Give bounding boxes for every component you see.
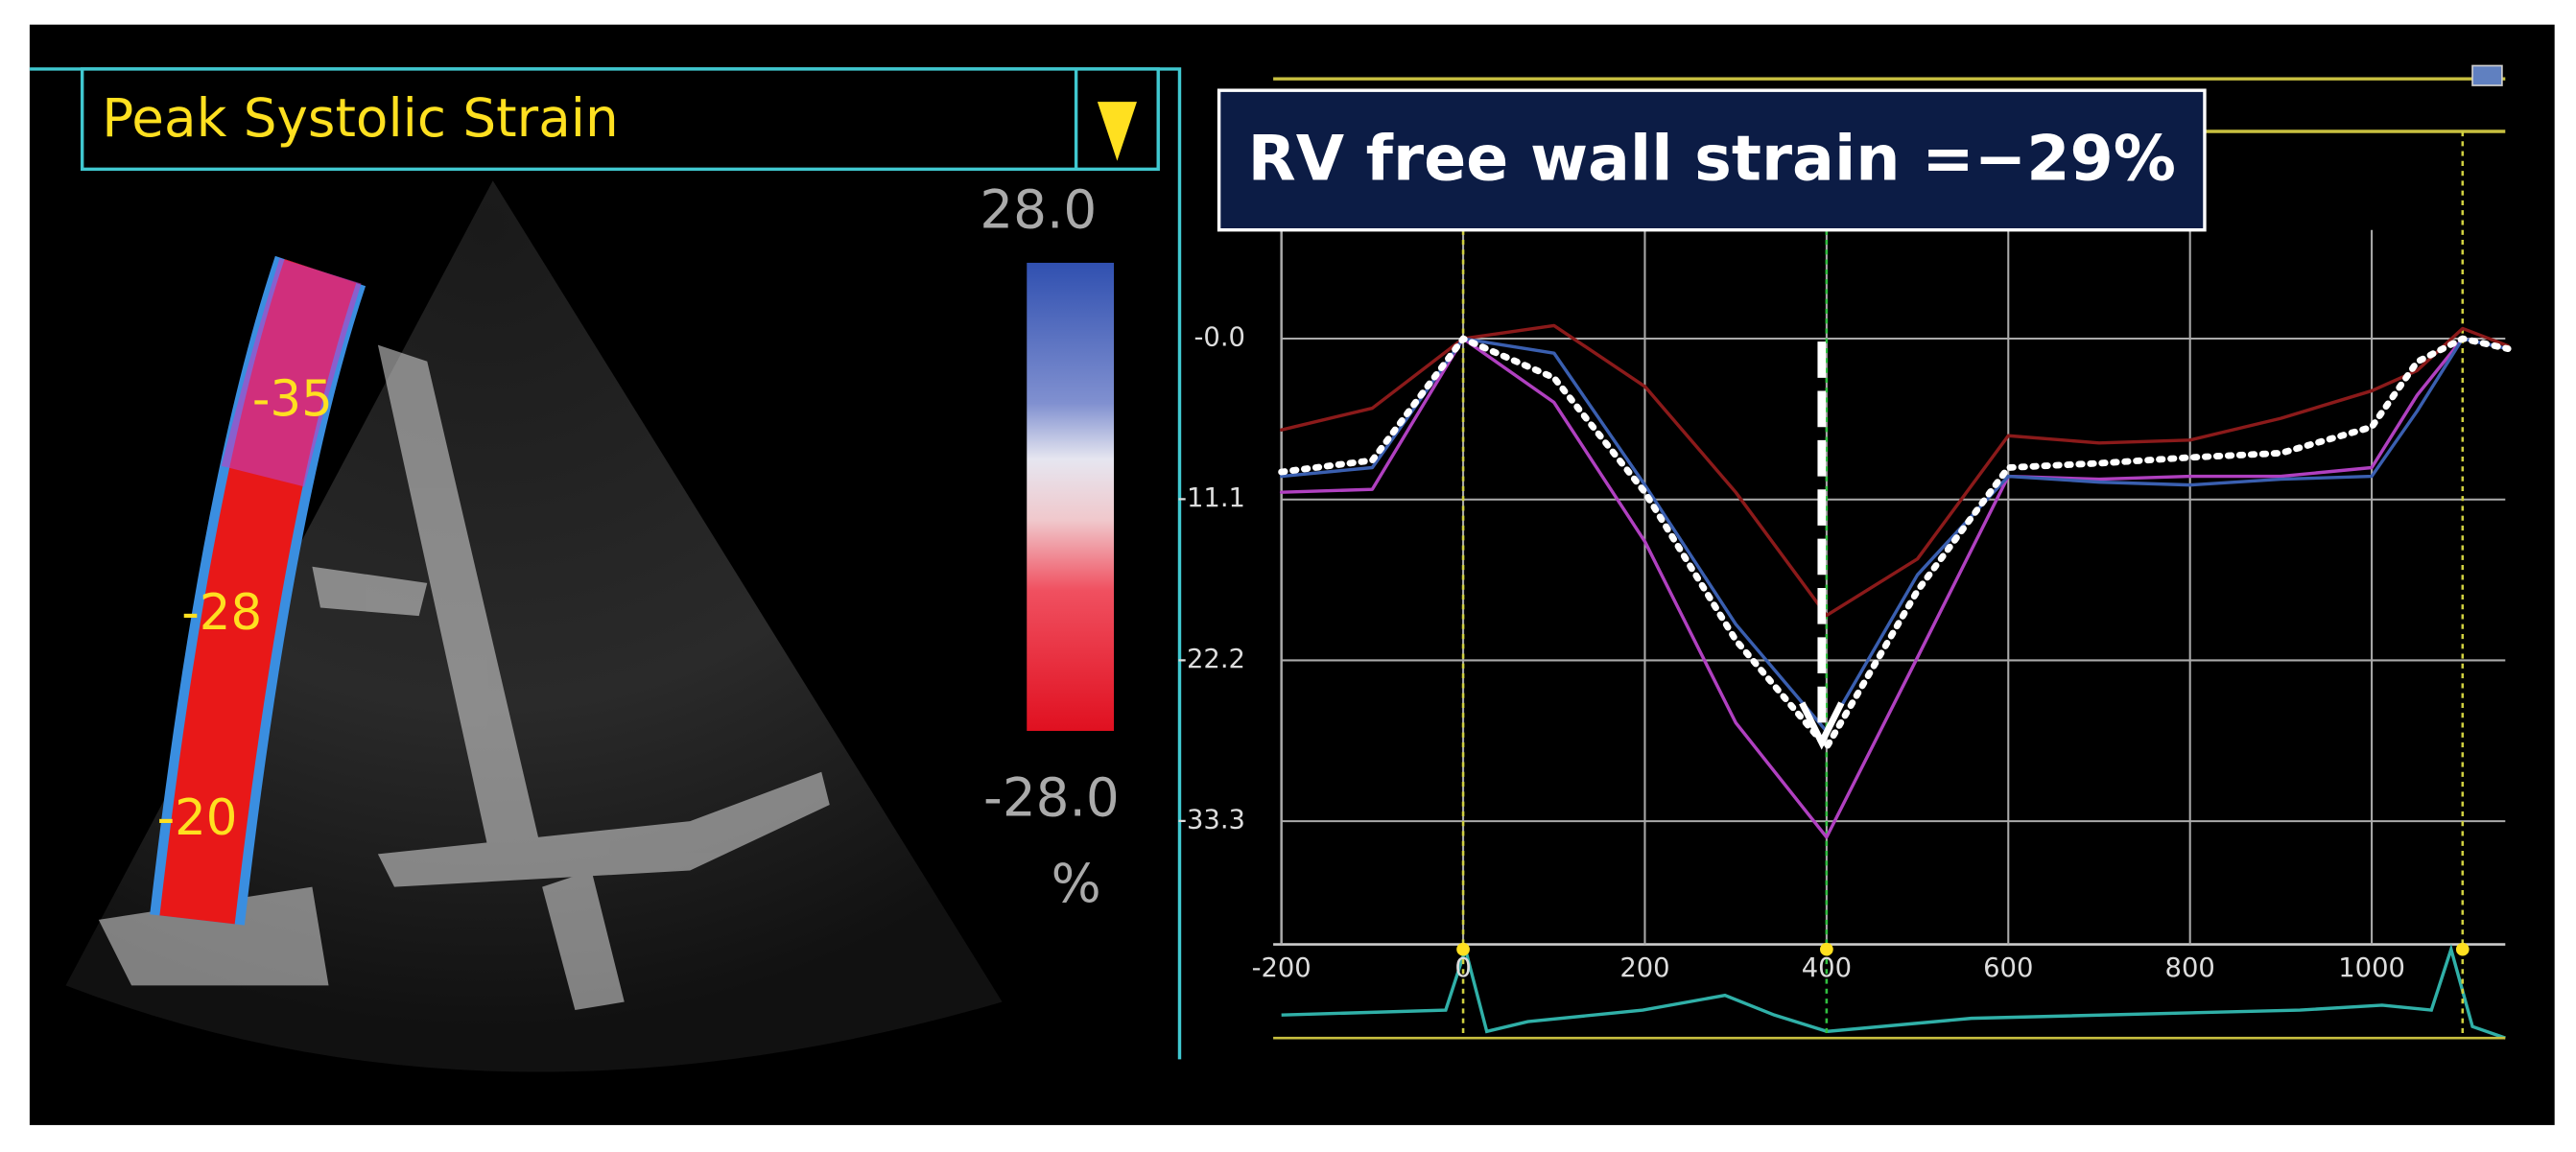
icon[interactable] [2471,64,2503,86]
x-tick-label: 200 [1619,953,1669,983]
annotation: RV free wall strain =−29% [1248,124,2176,196]
ultrasound-sector [65,180,1003,1072]
scale-unit: % [1052,853,1101,914]
segment-label: -28 [181,584,262,642]
y-tick-label: -33.3 [1177,806,1245,835]
scale-min: -28.0 [983,767,1120,829]
color-scale [1027,262,1114,731]
panel-title: Peak Systolic Strain [102,87,618,149]
scale-max: 28.0 [980,179,1097,241]
tissue-echoes [98,344,830,1011]
y-tick-label: -22.2 [1177,645,1245,674]
arrow-head [1799,701,1845,750]
strain-curve [1278,335,2512,751]
strain-curve [1279,337,2510,839]
y-tick-label: -11.1 [1177,483,1245,513]
y-tick-label: -0.0 [1194,323,1245,353]
x-tick-label: 800 [2165,953,2215,983]
strain-chart: -0.0 -11.1 -22.2 -33.3 -200 0 200 400 600 800 1000 [1177,130,2512,1039]
annotation-box [1217,88,2207,232]
event-dot [1456,942,1470,956]
event-dot [2455,942,2470,956]
x-tick-label: -200 [1252,953,1312,983]
ecg-trace [1281,943,2506,1040]
event-dot [1820,942,1833,956]
x-tick-label: 1000 [2338,953,2405,983]
x-tick-label: 600 [1983,953,2033,983]
x-tick-label: 0 [1454,953,1471,983]
strain-band-apex [221,258,362,487]
strain-curve [1279,323,2510,618]
dropdown[interactable] [80,67,1160,172]
dropdown-arrow[interactable] [1097,102,1137,161]
segment-label: -35 [252,371,333,429]
x-tick-label: 400 [1802,953,1852,983]
segment-label: -20 [157,789,238,847]
